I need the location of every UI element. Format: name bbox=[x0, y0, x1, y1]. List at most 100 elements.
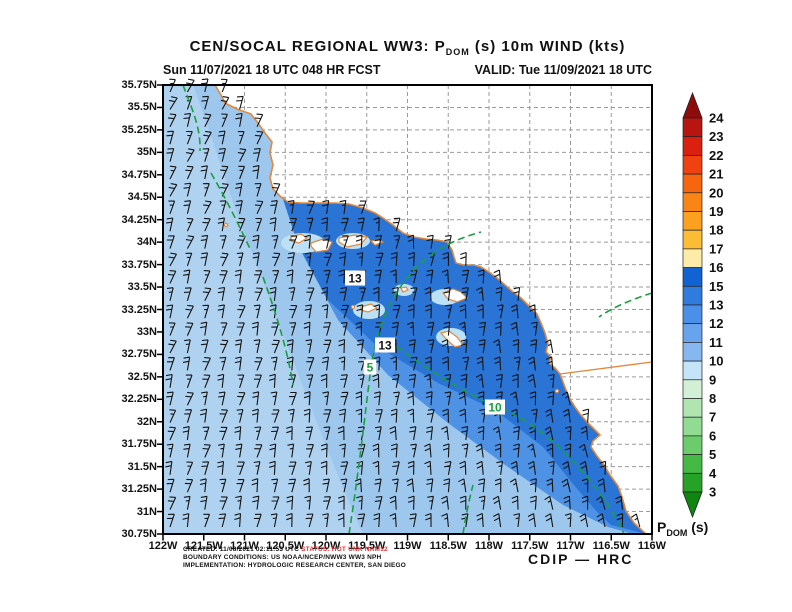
colorbar-title-unit: (s) bbox=[691, 519, 709, 535]
colorbar-segment bbox=[682, 379, 703, 399]
lon-tick-label: 118W bbox=[474, 540, 504, 552]
colorbar-tick-label: 22 bbox=[709, 148, 723, 163]
lat-tick-label: 32N bbox=[136, 415, 157, 428]
contour-label-box bbox=[485, 399, 505, 415]
colorbar-segment bbox=[682, 173, 703, 194]
lat-tick-label: 32.75N bbox=[121, 348, 157, 361]
lat-tick-label: 34.5N bbox=[127, 191, 157, 204]
lat-tick-label: 32.25N bbox=[121, 393, 157, 406]
contour-label-10: 10 bbox=[488, 401, 502, 415]
colorbar-tick-label: 12 bbox=[709, 316, 723, 331]
cdip-hrc-credit: CDIP — HRC bbox=[528, 551, 634, 567]
lat-tick-label: 33.5N bbox=[127, 281, 157, 294]
colorbar-segment bbox=[682, 136, 703, 156]
lat-tick-label: 35.75N bbox=[121, 79, 157, 91]
colorbar-title: PDOM (s) bbox=[657, 519, 708, 538]
colorbar-tick-label: 11 bbox=[709, 335, 723, 350]
contour-label-13: 13 bbox=[378, 339, 392, 353]
us-mexico-border-line bbox=[559, 361, 653, 375]
contour-10kt bbox=[387, 339, 625, 535]
colorbar-title-subscript: DOM bbox=[666, 527, 688, 538]
colorbar-segment bbox=[682, 267, 703, 287]
colorbar-tick-label: 17 bbox=[709, 241, 723, 256]
colorbar-tick-label: 13 bbox=[709, 298, 723, 313]
lon-tick-label: 121.5W bbox=[184, 540, 223, 552]
run-time-label: Sun 11/07/2021 18 UTC 048 HR FCST bbox=[163, 63, 381, 77]
contour-label-5: 5 bbox=[367, 361, 374, 375]
offshore-rock bbox=[223, 222, 229, 228]
axis-ticks bbox=[157, 84, 653, 541]
contour-label-box bbox=[345, 270, 365, 286]
contour-label-box bbox=[375, 337, 395, 353]
lat-tick-label: 33N bbox=[136, 325, 157, 338]
contour-segment bbox=[210, 172, 252, 252]
lon-tick-label: 116.5W bbox=[592, 540, 630, 552]
colorbar-tick-label: 15 bbox=[709, 279, 723, 294]
colorbar-segment bbox=[682, 285, 703, 306]
lon-tick-label: 121W bbox=[230, 540, 259, 552]
colorbar-title-base: P bbox=[657, 519, 667, 535]
colorbar-segment bbox=[682, 192, 703, 212]
colorbar-tick-label: 18 bbox=[709, 223, 723, 238]
boundary-conditions-text: BOUNDARY CONDITIONS: US NOAA/NCEP/NWW3 W… bbox=[183, 554, 382, 561]
colorbar-segment bbox=[682, 398, 703, 418]
map-plot-area: 13 13 5 10 bbox=[157, 78, 653, 541]
offshore-rock bbox=[350, 304, 356, 310]
lon-tick-label: 120.5W bbox=[266, 540, 305, 552]
colorbar-arrow-bottom bbox=[682, 491, 703, 519]
map-canvas: 13 13 5 10 bbox=[157, 78, 653, 541]
lat-tick-label: 34N bbox=[136, 236, 157, 249]
implementation-text: IMPLEMENTATION: HYDROLOGIC RESEARCH CENT… bbox=[183, 562, 407, 569]
lon-tick-label: 118.5W bbox=[429, 540, 467, 552]
colorbar-tick-label: 5 bbox=[709, 447, 716, 462]
footer-metadata: CREATED: 11/08/2021 02:11:53 UTC STATUS:… bbox=[183, 546, 406, 570]
colorbar-tick-label: 6 bbox=[709, 428, 716, 443]
lat-tick-label: 31N bbox=[136, 505, 157, 518]
status-text: STATUS: HOT UNK NAM12 bbox=[301, 546, 388, 553]
title-subscript: DOM bbox=[445, 47, 470, 57]
colorbar-tick-label: 9 bbox=[709, 372, 716, 387]
colorbar-tick-label: 4 bbox=[709, 466, 717, 481]
contour-label-box bbox=[363, 359, 377, 375]
lon-tick-label: 119W bbox=[393, 540, 422, 552]
colorbar-tick-label: 16 bbox=[709, 260, 723, 275]
valid-time-label: VALID: Tue 11/09/2021 18 UTC bbox=[474, 63, 652, 77]
colorbar-segment bbox=[682, 211, 703, 231]
colorbar-tick-label: 20 bbox=[709, 185, 723, 200]
lat-tick-label: 31.5N bbox=[127, 460, 157, 473]
lon-tick-label: 122W bbox=[148, 540, 178, 552]
colorbar-segment bbox=[682, 435, 703, 455]
colorbar-tick-label: 3 bbox=[709, 485, 716, 500]
colorbar-segment bbox=[682, 304, 703, 325]
lat-tick-label: 35.5N bbox=[127, 101, 157, 114]
island-santa-rosa bbox=[310, 238, 333, 253]
colorbar-tick-label: 24 bbox=[709, 111, 724, 126]
colorbar-arrow-top bbox=[682, 91, 703, 119]
contour-segment bbox=[182, 84, 201, 152]
colorbar-tick-label: 7 bbox=[709, 410, 716, 425]
lon-tick-label: 120W bbox=[311, 540, 341, 552]
contour-segment bbox=[262, 276, 294, 386]
island-santa-barbara bbox=[400, 286, 409, 293]
lon-tick-label: 116W bbox=[637, 540, 667, 552]
title-suffix: (s) 10m WIND (kts) bbox=[469, 38, 626, 55]
lon-tick-label: 117W bbox=[556, 540, 585, 552]
colorbar: 24 23 22 21 20 19 18 17 16 15 13 12 11 10 9 8 7 6 5 4 3 bbox=[679, 90, 754, 528]
lon-tick-label: 119.5W bbox=[348, 540, 386, 552]
title-prefix: CEN/SOCAL REGIONAL WW3: P bbox=[189, 38, 446, 55]
colorbar-tick-label: 10 bbox=[709, 354, 723, 369]
colorbar-tick-label: 23 bbox=[709, 129, 723, 144]
contour-5kt bbox=[348, 231, 482, 535]
contour-segment bbox=[462, 484, 474, 535]
created-timestamp: CREATED: 11/08/2021 02:11:53 UTC bbox=[183, 546, 300, 553]
colorbar-tick-label: 19 bbox=[709, 204, 723, 219]
colorbar-segment bbox=[682, 360, 703, 381]
lat-tick-label: 31.25N bbox=[121, 483, 157, 496]
colorbar-tick-label: 8 bbox=[709, 391, 716, 406]
colorbar-tick-label: 21 bbox=[709, 167, 723, 182]
lat-tick-label: 33.25N bbox=[121, 303, 157, 316]
lat-tick-label: 31.75N bbox=[121, 438, 157, 451]
island-todos-santos bbox=[554, 388, 560, 394]
lat-tick-label: 35.25N bbox=[121, 123, 157, 136]
